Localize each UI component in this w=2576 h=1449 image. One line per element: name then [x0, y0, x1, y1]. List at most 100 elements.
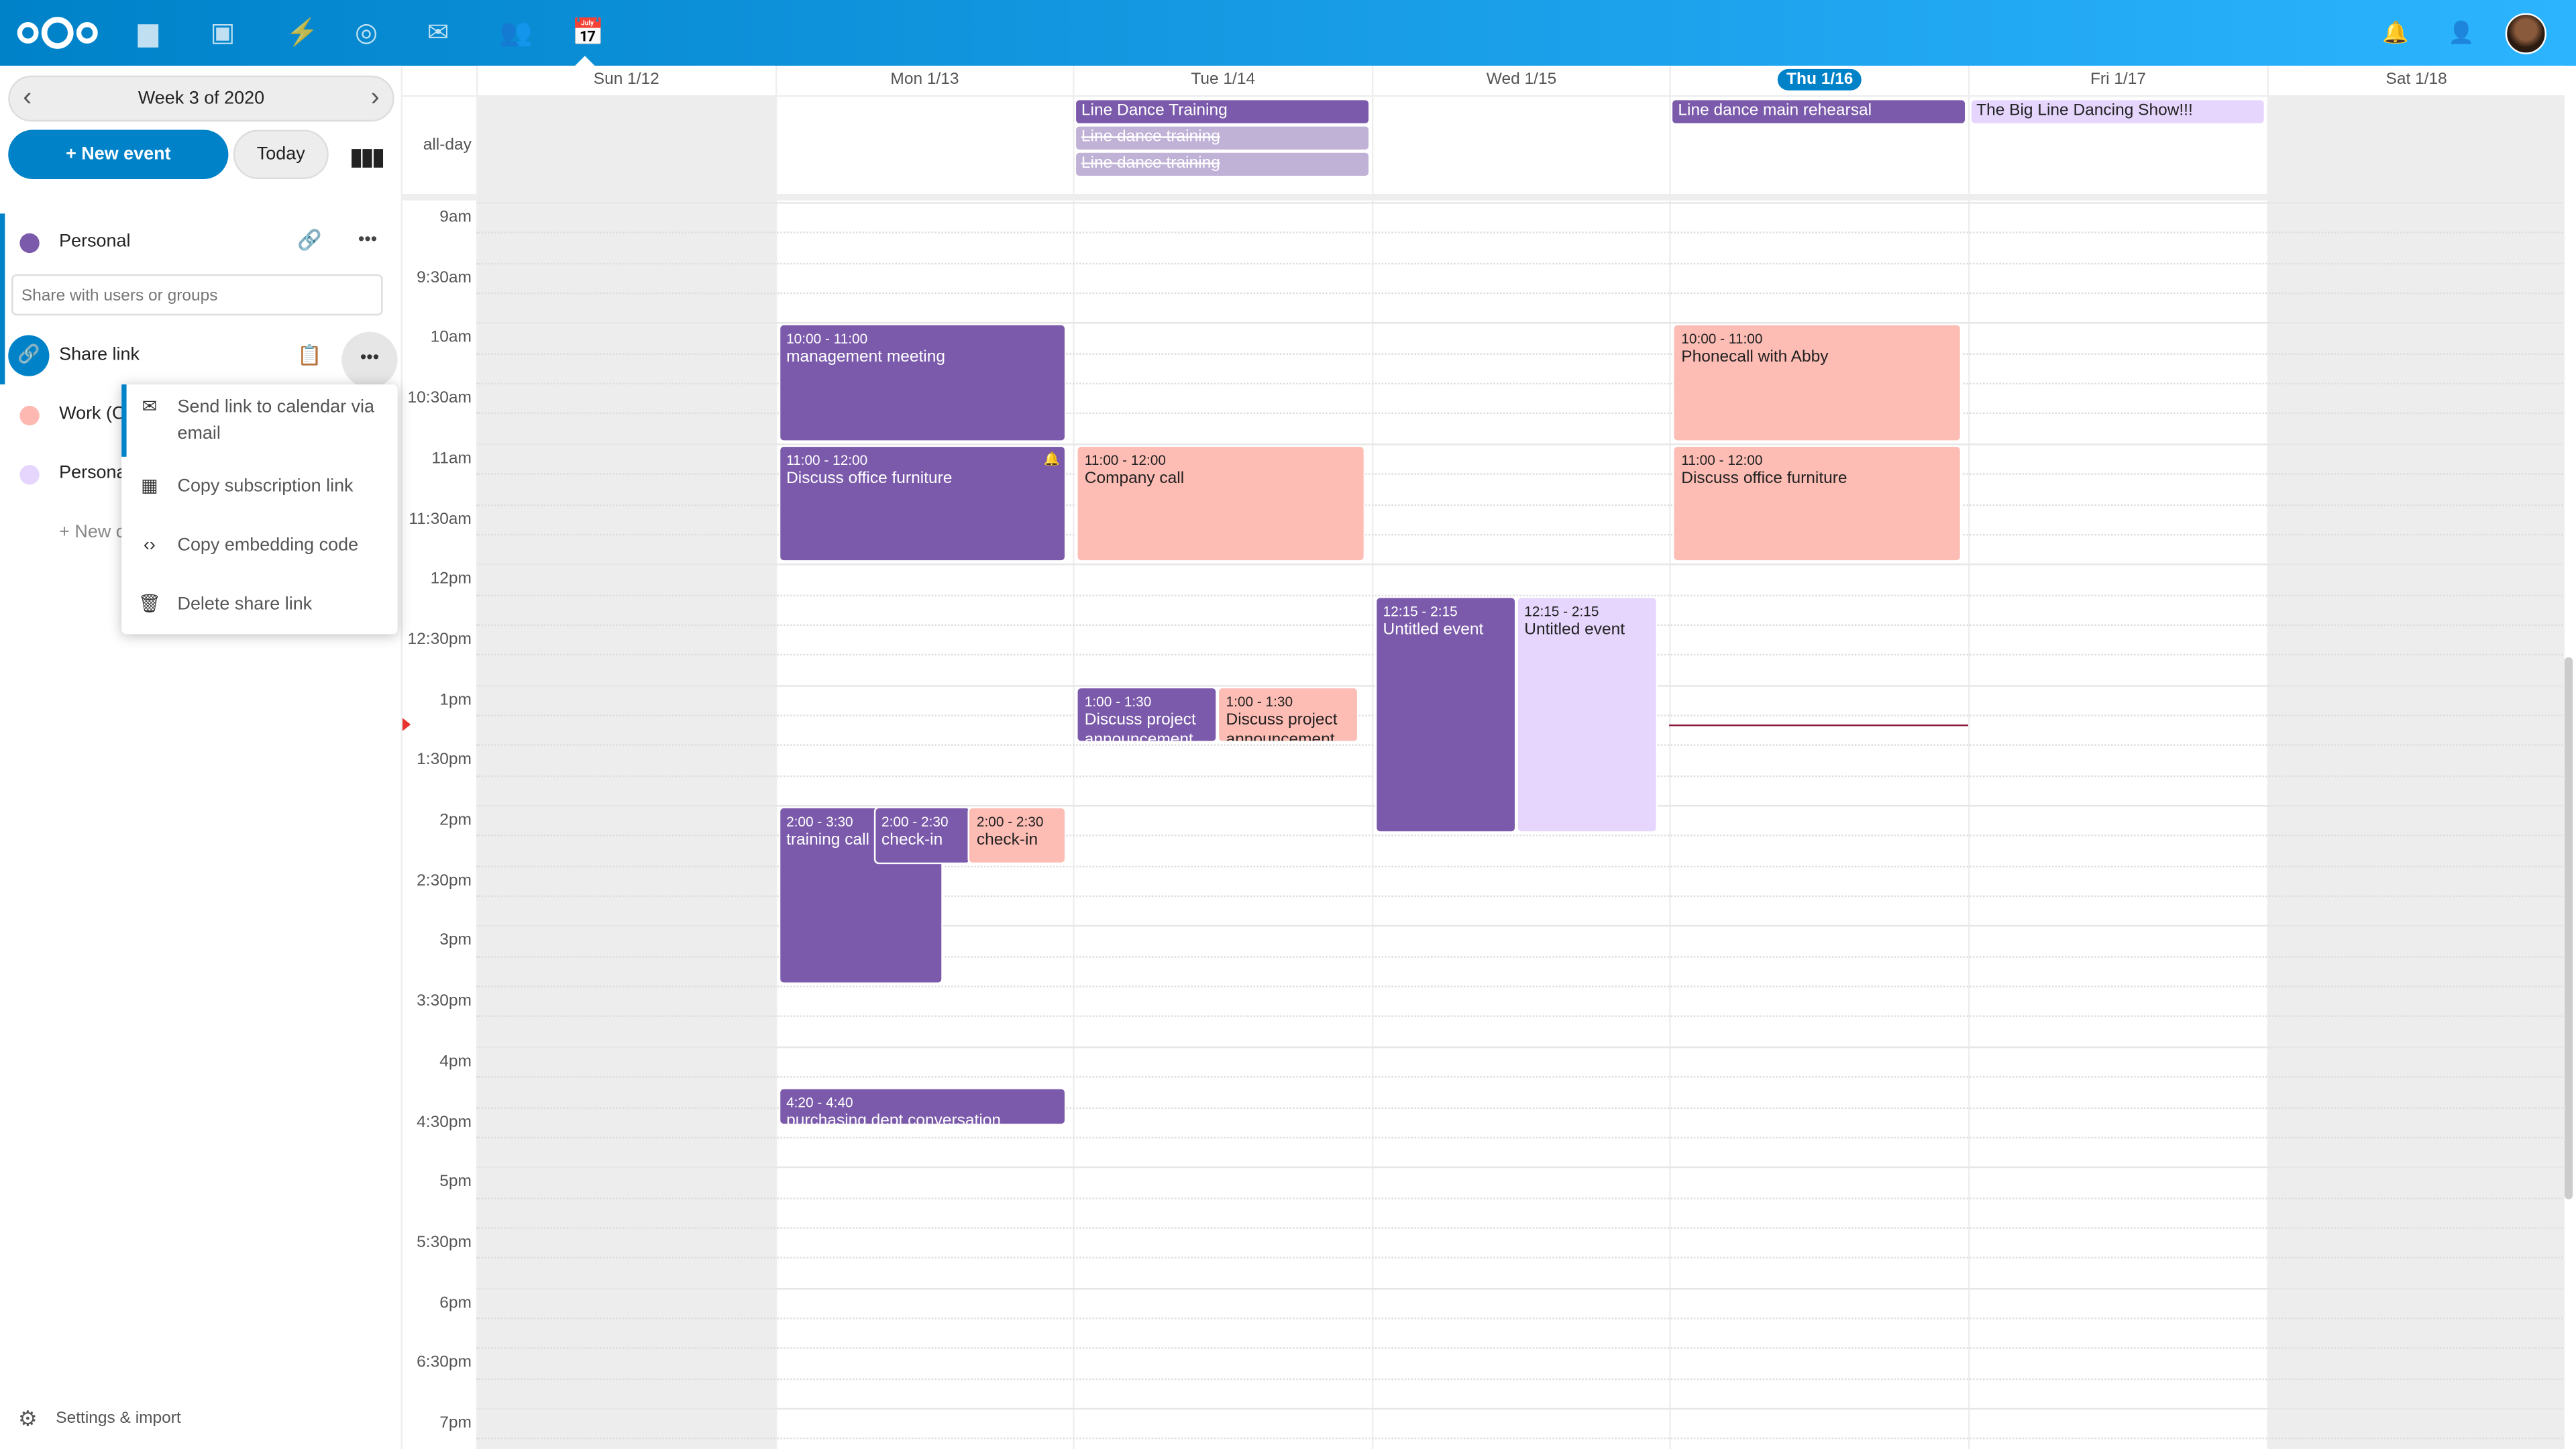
calendar-event[interactable]: 2:00 - 2:30 check-in [873, 806, 971, 864]
avatar[interactable] [2505, 13, 2546, 54]
files-icon[interactable]: ▆ [138, 19, 158, 48]
day-column[interactable]: Sun 1/12 [476, 65, 775, 1449]
more-icon[interactable]: ••• [358, 229, 378, 250]
calendar-color-dot[interactable] [19, 233, 40, 254]
week-label[interactable]: Week 3 of 2020 [138, 89, 265, 109]
allday-event[interactable]: Line dance main rehearsal [1673, 100, 1965, 123]
day-column[interactable]: Fri 1/17 [1968, 65, 2267, 1449]
calendar-color-dot[interactable] [19, 405, 40, 426]
sidebar: ‹ Week 3 of 2020 › + New event Today ▮▮▮… [0, 65, 403, 1449]
photos-icon[interactable]: ▣ [210, 19, 235, 48]
link-icon[interactable]: 🔗 [297, 228, 322, 252]
grid-line [476, 1407, 2563, 1410]
grid-line [476, 202, 2563, 204]
copy-clipboard-icon[interactable]: 📋 [297, 343, 322, 367]
allday-event[interactable]: Line Dance Training [1076, 100, 1368, 123]
grid-line [476, 835, 2563, 837]
time-label: 3:30pm [417, 992, 472, 1011]
time-label: 9am [439, 209, 472, 227]
activity-icon[interactable]: ⚡ [286, 19, 319, 48]
previous-week-button[interactable]: ‹ [23, 83, 32, 112]
share-link-menu: ✉ Send link to calendar via email ▦ Copy s… [121, 384, 398, 635]
day-column[interactable]: Mon 1/13 [774, 65, 1073, 1449]
allday-event[interactable]: Line dance training [1076, 126, 1368, 150]
calendar-event[interactable]: 12:15 - 2:15 Untitled event [1375, 595, 1517, 834]
event-title: Untitled event [1524, 620, 1625, 639]
calendar-event[interactable]: 2:00 - 2:30 check-in [968, 806, 1067, 864]
time-label: 12:30pm [407, 631, 472, 649]
notifications-icon[interactable]: 🔔 [2382, 19, 2409, 45]
calendar-icon[interactable]: 📅 [572, 19, 605, 48]
day-header[interactable]: Mon 1/13 [776, 65, 1073, 96]
event-time: 12:15 - 2:15 [1524, 602, 1599, 619]
settings-icon[interactable]: ⚙ [17, 1406, 38, 1432]
menu-item-label: Copy subscription link [177, 476, 354, 496]
calendar-event[interactable]: 11:00 - 12:00 Discuss office furniture 🔔 [777, 445, 1067, 563]
day-column[interactable]: Sat 1/18 [2266, 65, 2565, 1449]
calendar-event[interactable]: 11:00 - 12:00 Company call [1076, 445, 1365, 563]
event-title: Company call [1084, 469, 1185, 488]
calendar-event[interactable]: 1:00 - 1:30 Discuss project announcement [1218, 686, 1359, 743]
day-header[interactable]: Sun 1/12 [478, 65, 775, 96]
menu-item-send-email[interactable]: ✉ Send link to calendar via email [121, 394, 397, 447]
day-column[interactable]: Wed 1/15 [1371, 65, 1670, 1449]
day-label: Mon 1/13 [890, 70, 959, 89]
new-event-button[interactable]: + New event [8, 129, 229, 179]
share-input[interactable]: Share with users or groups [11, 274, 383, 316]
grid-line [476, 1197, 2563, 1199]
next-week-button[interactable]: › [370, 83, 380, 112]
menu-item-copy-embed[interactable]: ‹› Copy embedding code [121, 532, 397, 558]
nextcloud-logo[interactable] [16, 15, 98, 51]
grid-line [476, 1136, 2563, 1138]
calendar-event[interactable]: 11:00 - 12:00 Discuss office furniture [1673, 445, 1962, 563]
scrollbar[interactable] [2564, 657, 2573, 1199]
calendar-name[interactable]: Work (C [59, 404, 125, 424]
allday-event[interactable]: The Big Line Dancing Show!!! [1971, 100, 2263, 123]
menu-item-label: Copy embedding code [177, 535, 359, 555]
today-button[interactable]: Today [233, 129, 329, 179]
day-column[interactable]: Thu 1/16 [1670, 65, 1968, 1449]
event-title: check-in [881, 831, 943, 850]
event-title: Discuss office furniture [786, 469, 953, 488]
contacts-menu-icon[interactable]: 👤 [2448, 19, 2475, 45]
calendar-event[interactable]: 1:00 - 1:30 Discuss project announcement [1076, 686, 1218, 743]
settings-button[interactable]: Settings & import [56, 1409, 181, 1428]
calendar-event[interactable]: 4:20 - 4:40 purchasing dept conversation [777, 1087, 1067, 1125]
day-header[interactable]: Tue 1/14 [1075, 65, 1372, 96]
active-calendar-indicator [0, 213, 5, 385]
day-label: Fri 1/17 [2090, 70, 2147, 89]
talk-icon[interactable]: ◎ [354, 19, 378, 48]
calendar-name[interactable]: Personal [59, 231, 131, 252]
time-label: 4pm [439, 1053, 472, 1071]
day-column[interactable]: Tue 1/14 [1073, 65, 1372, 1449]
menu-item-copy-subscription[interactable]: ▦ Copy subscription link [121, 473, 397, 499]
day-header[interactable]: Fri 1/17 [1970, 65, 2267, 96]
calendar-name[interactable]: Persona [59, 463, 127, 484]
share-link-label: Share link [59, 345, 140, 365]
time-label: 5pm [439, 1173, 472, 1191]
header-divider [402, 95, 2563, 97]
menu-item-delete-link[interactable]: 🗑 Delete share link [121, 592, 397, 618]
new-calendar-button[interactable]: + New c [59, 522, 125, 543]
active-app-indicator [575, 56, 595, 66]
allday-event[interactable]: Line dance training [1076, 152, 1368, 176]
mail-icon[interactable]: ✉ [427, 19, 449, 48]
calendar-color-dot[interactable] [19, 465, 40, 485]
contacts-icon[interactable]: 👥 [499, 19, 533, 48]
time-label: 11am [431, 449, 472, 468]
grid-line [476, 1016, 2563, 1018]
share-link-menu-button[interactable]: ••• [341, 331, 398, 388]
mail-icon: ✉ [142, 397, 158, 418]
day-header[interactable]: Thu 1/16 [1671, 65, 1968, 96]
grid-line [476, 503, 2563, 506]
grid-line [476, 1438, 2563, 1440]
day-header[interactable]: Wed 1/15 [1373, 65, 1670, 96]
menu-item-label: Send link to calendar via email [177, 397, 375, 444]
day-header[interactable]: Sat 1/18 [2268, 65, 2565, 96]
grid-line [476, 1287, 2563, 1289]
calendar-event[interactable]: 12:15 - 2:15 Untitled event [1516, 595, 1658, 834]
view-switcher-icon[interactable]: ▮▮▮ [350, 143, 385, 170]
calendar-event[interactable]: 10:00 - 11:00 management meeting [777, 324, 1067, 442]
time-label: 6pm [439, 1293, 472, 1312]
calendar-event[interactable]: 10:00 - 11:00 Phonecall with Abby [1673, 324, 1962, 442]
